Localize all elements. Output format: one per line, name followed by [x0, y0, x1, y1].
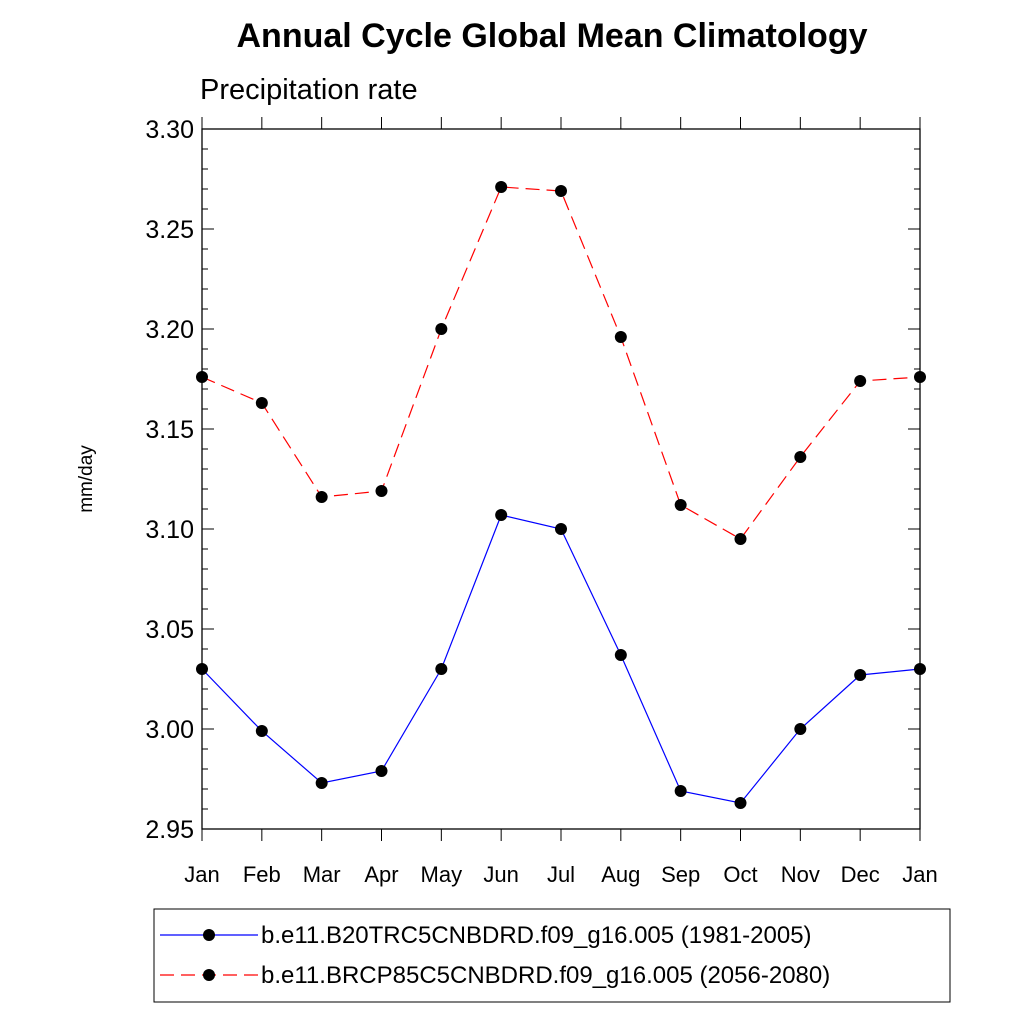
x-tick-label: May — [421, 862, 463, 887]
data-point-series-0 — [435, 663, 448, 675]
x-tick-label: Jun — [483, 862, 518, 887]
data-point-series-1 — [734, 533, 747, 545]
x-tick-label: Jan — [902, 862, 937, 887]
chart-subtitle: Precipitation rate — [200, 74, 418, 106]
x-tick-label: Dec — [841, 862, 880, 887]
y-tick-label: 3.00 — [145, 716, 194, 744]
x-tick-label: Feb — [243, 862, 281, 887]
x-tick-label: Jul — [547, 862, 575, 887]
y-tick-label: 3.05 — [145, 616, 194, 644]
data-point-series-1 — [495, 181, 508, 193]
series-line-1 — [201, 186, 921, 540]
y-axis-label: mm/day — [76, 445, 97, 513]
data-point-series-1 — [614, 331, 627, 343]
y-tick-label: 3.20 — [145, 316, 194, 344]
x-tick-label: Apr — [364, 862, 398, 887]
x-tick-label: Jan — [184, 862, 219, 887]
series-line-0 — [201, 514, 921, 804]
data-points — [196, 181, 926, 809]
x-tick-label: Nov — [781, 862, 820, 887]
data-point-series-1 — [255, 397, 268, 409]
data-point-series-0 — [375, 765, 388, 777]
data-point-series-1 — [196, 371, 208, 383]
x-tick-label: Sep — [661, 862, 700, 887]
data-point-series-1 — [555, 185, 567, 197]
data-point-series-1 — [794, 451, 807, 463]
y-tick-label: 3.10 — [145, 516, 194, 544]
data-point-series-0 — [614, 649, 627, 661]
data-point-series-1 — [315, 491, 328, 503]
y-tick-label: 3.15 — [145, 416, 194, 444]
data-point-series-0 — [555, 523, 567, 535]
series-lines — [201, 186, 921, 804]
data-point-series-0 — [196, 663, 208, 675]
data-point-series-1 — [854, 375, 867, 387]
data-point-series-0 — [734, 797, 747, 809]
legend-marker-rcp85 — [203, 969, 215, 981]
tick-marks — [201, 117, 921, 841]
x-tick-label: Aug — [601, 862, 640, 887]
legend-marker-historical — [203, 929, 215, 941]
data-point-series-1 — [435, 323, 448, 335]
tick-labels: 3.30 3.25 3.20 3.15 3.10 3.05 3.00 2.95 Jan Feb Ma… — [145, 116, 937, 887]
legend-box — [153, 908, 951, 1003]
data-point-series-0 — [495, 509, 508, 521]
legend-label-historical: b.e11.B20TRC5CNBDRD.f09_g16.005 (1981-20… — [261, 922, 812, 949]
data-point-series-0 — [854, 669, 867, 681]
data-point-series-0 — [674, 785, 687, 797]
x-tick-label: Mar — [303, 862, 341, 887]
data-point-series-0 — [315, 777, 328, 789]
y-tick-label: 3.25 — [145, 216, 194, 244]
data-point-series-1 — [375, 485, 388, 497]
data-point-series-0 — [914, 663, 926, 675]
y-tick-label: 3.30 — [145, 116, 194, 144]
legend-label-rcp85: b.e11.BRCP85C5CNBDRD.f09_g16.005 (2056-2… — [261, 962, 830, 989]
y-tick-label: 2.95 — [145, 816, 194, 844]
data-point-series-1 — [674, 499, 687, 511]
chart-title: Annual Cycle Global Mean Climatology — [237, 17, 868, 55]
data-point-series-0 — [255, 725, 268, 737]
data-point-series-1 — [914, 371, 926, 383]
x-tick-label: Oct — [723, 862, 757, 887]
data-point-series-0 — [794, 723, 807, 735]
